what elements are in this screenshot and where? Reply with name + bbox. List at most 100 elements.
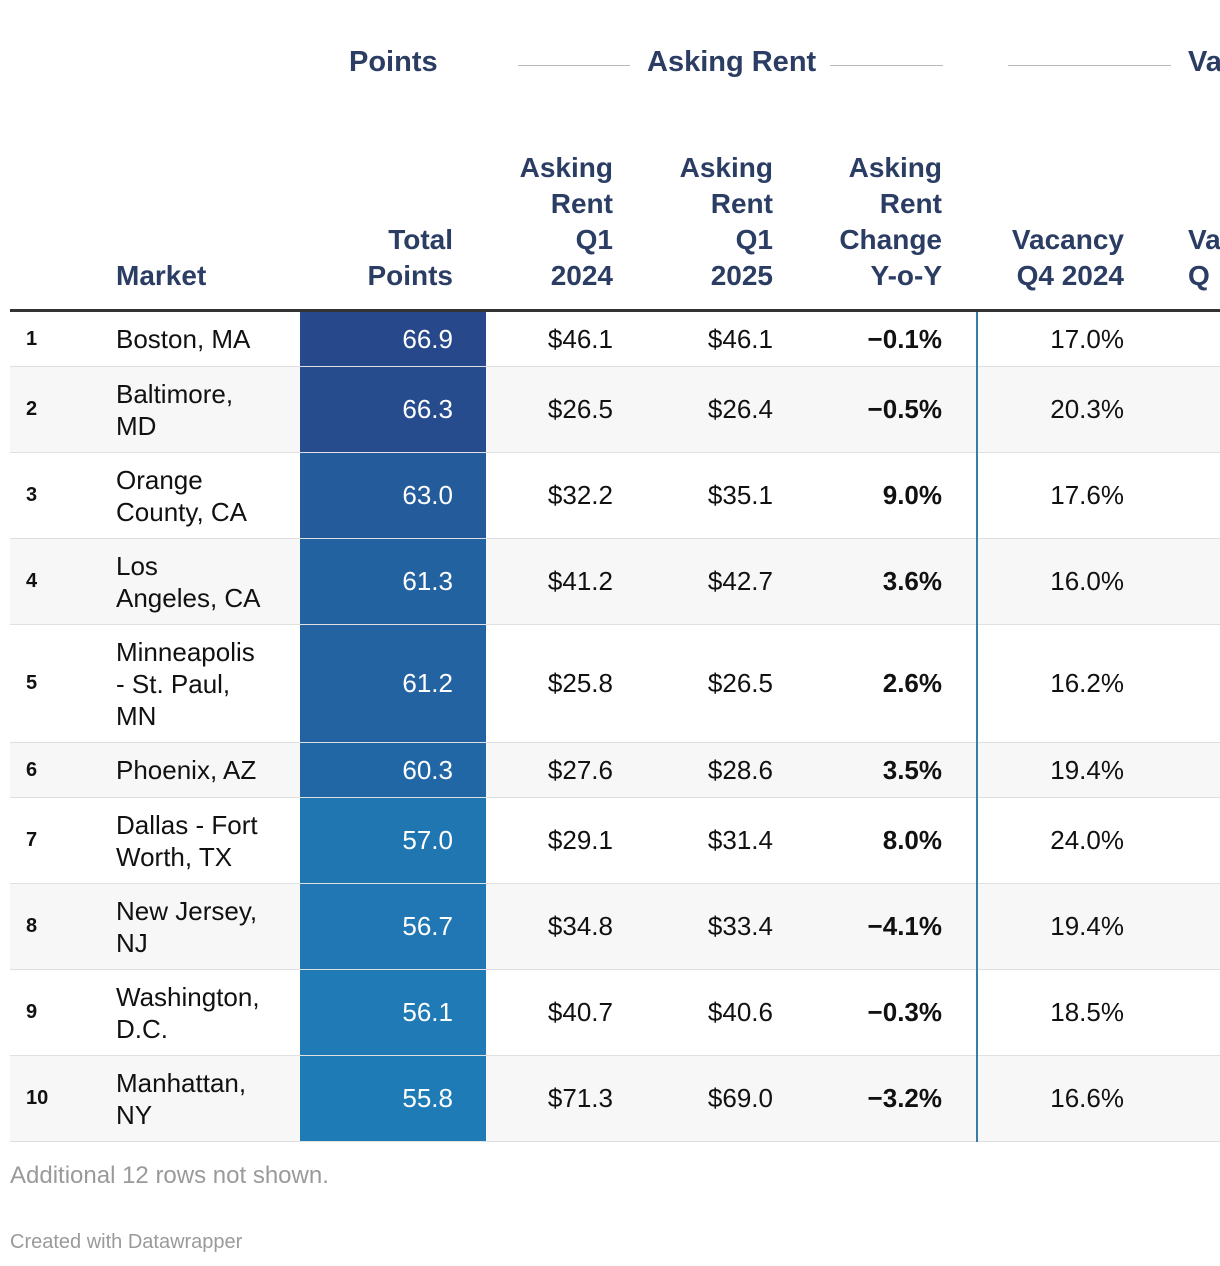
total-points-cell: 55.8 — [300, 1056, 486, 1141]
rent-change-cell: 3.6% — [882, 566, 942, 596]
rank-cell: 5 — [26, 672, 38, 694]
total-points-cell: 60.3 — [300, 743, 486, 797]
rent-q1-2025-cell: $26.4 — [707, 394, 773, 424]
vacancy-q4-2024-cell: 24.0% — [1050, 825, 1124, 855]
vacancy-q4-2024-cell: 16.2% — [1050, 668, 1124, 698]
market-name-line: Dallas - Fort — [116, 809, 258, 840]
column-header-line: Rent — [550, 188, 613, 219]
rent-q1-2025-cell: $31.4 — [707, 825, 773, 855]
column-header-points[interactable]: Total Points — [367, 222, 453, 294]
market-cell: Boston, MA — [116, 312, 296, 366]
market-cell: Manhattan, NY — [116, 1056, 296, 1141]
total-points-cell: 56.1 — [300, 970, 486, 1055]
rank-cell: 6 — [26, 758, 38, 781]
market-name-line: D.C. — [116, 1013, 168, 1044]
datawrapper-credit[interactable]: Created with Datawrapper — [10, 1231, 243, 1253]
total-points-cell: 56.7 — [300, 884, 486, 969]
market-cell: New Jersey, NJ — [116, 884, 296, 969]
table-row: 3 Orange County, CA 63.0 $32.2 $35.1 9.0% 17.6% — [10, 453, 1220, 539]
market-name-line: MN — [116, 700, 157, 731]
market-name-line: MD — [116, 410, 157, 441]
column-header-rent-q1-2024[interactable]: Asking Rent Q1 2024 — [520, 150, 613, 294]
datawrapper-table: Points Asking Rent Va Market Total Points Ask… — [10, 0, 1220, 1266]
rent-q1-2024-cell: $34.8 — [547, 911, 613, 941]
market-name-line: Boston, MA — [116, 324, 251, 354]
column-header-line: Q4 2024 — [1016, 260, 1124, 291]
market-name-line: NY — [116, 1099, 153, 1130]
table-row: 1 Boston, MA 66.9 $46.1 $46.1 −0.1% 17.0% — [10, 312, 1220, 367]
market-name-line: Los — [116, 550, 158, 581]
vacancy-q4-2024-cell: 20.3% — [1050, 394, 1124, 424]
market-name-line: New Jersey, — [116, 895, 258, 926]
rent-q1-2024-cell: $71.3 — [547, 1083, 613, 1113]
rent-q1-2025-cell: $42.7 — [707, 566, 773, 596]
column-group-rule — [518, 65, 630, 66]
total-points-cell: 63.0 — [300, 453, 486, 538]
total-points-cell: 61.2 — [300, 625, 486, 742]
rent-q1-2025-cell: $46.1 — [707, 323, 773, 354]
market-name-line: - St. Paul, — [116, 668, 231, 699]
column-header-line: Rent — [710, 188, 773, 219]
total-points-cell: 66.9 — [300, 312, 486, 366]
table-row: 6 Phoenix, AZ 60.3 $27.6 $28.6 3.5% 19.4% — [10, 743, 1220, 798]
header-divider — [10, 309, 1220, 312]
market-name-line: Angeles, CA — [116, 582, 261, 613]
column-header-line: Rent — [879, 188, 942, 219]
market-cell: Baltimore, MD — [116, 367, 296, 452]
rent-q1-2024-cell: $41.2 — [547, 566, 613, 596]
vacancy-q4-2024-cell: 16.6% — [1050, 1083, 1124, 1113]
table-row: 2 Baltimore, MD 66.3 $26.5 $26.4 −0.5% 20.3% — [10, 367, 1220, 453]
total-points-cell: 61.3 — [300, 539, 486, 624]
column-header-line: Q — [1188, 260, 1210, 291]
column-header-market[interactable]: Market — [116, 258, 206, 294]
column-header-line: 2025 — [710, 260, 773, 291]
rent-change-cell: 3.5% — [882, 754, 942, 785]
rent-q1-2024-cell: $32.2 — [547, 480, 613, 510]
rent-change-cell: −0.1% — [867, 323, 942, 354]
table-row: 7 Dallas - Fort Worth, TX 57.0 $29.1 $31.4 8.0… — [10, 798, 1220, 884]
column-header-line: Asking — [519, 152, 613, 183]
vacancy-q4-2024-cell: 18.5% — [1050, 997, 1124, 1027]
rent-change-cell: −3.2% — [867, 1083, 942, 1113]
rows-not-shown-note: Additional 12 rows not shown. — [10, 1162, 329, 1189]
market-name-line: Washington, — [116, 981, 260, 1012]
vacancy-column-divider — [976, 312, 978, 1142]
rent-q1-2024-cell: $26.5 — [547, 394, 613, 424]
table-row: 5 Minneapolis - St. Paul, MN 61.2 $25.8 $26.5 2… — [10, 625, 1220, 743]
table-row: 8 New Jersey, NJ 56.7 $34.8 $33.4 −4.1% 19.4% — [10, 884, 1220, 970]
market-name-line: Baltimore, — [116, 378, 234, 409]
column-header-line: Asking — [679, 152, 773, 183]
column-header-vacancy-q4-2024[interactable]: Vacancy Q4 2024 — [1012, 222, 1124, 294]
market-cell: Los Angeles, CA — [116, 539, 296, 624]
rank-cell: 8 — [26, 915, 38, 937]
vacancy-q4-2024-cell: 16.0% — [1050, 566, 1124, 596]
market-name-line: Phoenix, AZ — [116, 755, 257, 785]
rent-q1-2025-cell: $35.1 — [707, 480, 773, 510]
market-name-line: Minneapolis — [116, 636, 255, 667]
column-header-line: Asking — [848, 152, 942, 183]
table-row: 4 Los Angeles, CA 61.3 $41.2 $42.7 3.6% 16.0% — [10, 539, 1220, 625]
column-header-line: Q1 — [575, 224, 613, 255]
rent-q1-2024-cell: $46.1 — [547, 323, 613, 354]
column-group-label: Points — [349, 46, 438, 78]
market-cell: Minneapolis - St. Paul, MN — [116, 625, 296, 742]
column-header-line: Vacancy — [1011, 224, 1124, 255]
rent-change-cell: −0.5% — [867, 394, 942, 424]
column-header-rent-q1-2025[interactable]: Asking Rent Q1 2025 — [680, 150, 773, 294]
market-cell: Dallas - Fort Worth, TX — [116, 798, 296, 883]
column-header-line: Total — [388, 224, 453, 255]
rent-q1-2025-cell: $26.5 — [707, 668, 773, 698]
table-row: 10 Manhattan, NY 55.8 $71.3 $69.0 −3.2% 16.6% — [10, 1056, 1220, 1142]
rent-q1-2025-cell: $33.4 — [707, 911, 773, 941]
market-cell: Phoenix, AZ — [116, 743, 296, 797]
column-header-line: Points — [367, 260, 453, 291]
total-points-cell: 57.0 — [300, 798, 486, 883]
rank-cell: 1 — [26, 327, 38, 350]
market-name-line: Worth, TX — [116, 841, 233, 872]
rank-cell: 3 — [26, 484, 38, 506]
vacancy-q4-2024-cell: 19.4% — [1050, 754, 1124, 785]
rent-q1-2025-cell: $40.6 — [707, 997, 773, 1027]
column-header-rent-change[interactable]: Asking Rent Change Y-o-Y — [839, 150, 942, 294]
rent-q1-2024-cell: $40.7 — [547, 997, 613, 1027]
column-header-vacancy-next[interactable]: Va Q — [1188, 222, 1220, 294]
